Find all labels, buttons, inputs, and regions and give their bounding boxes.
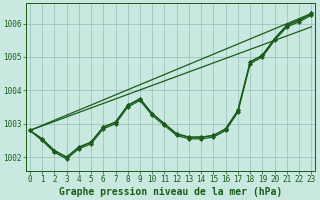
X-axis label: Graphe pression niveau de la mer (hPa): Graphe pression niveau de la mer (hPa) (59, 186, 282, 197)
